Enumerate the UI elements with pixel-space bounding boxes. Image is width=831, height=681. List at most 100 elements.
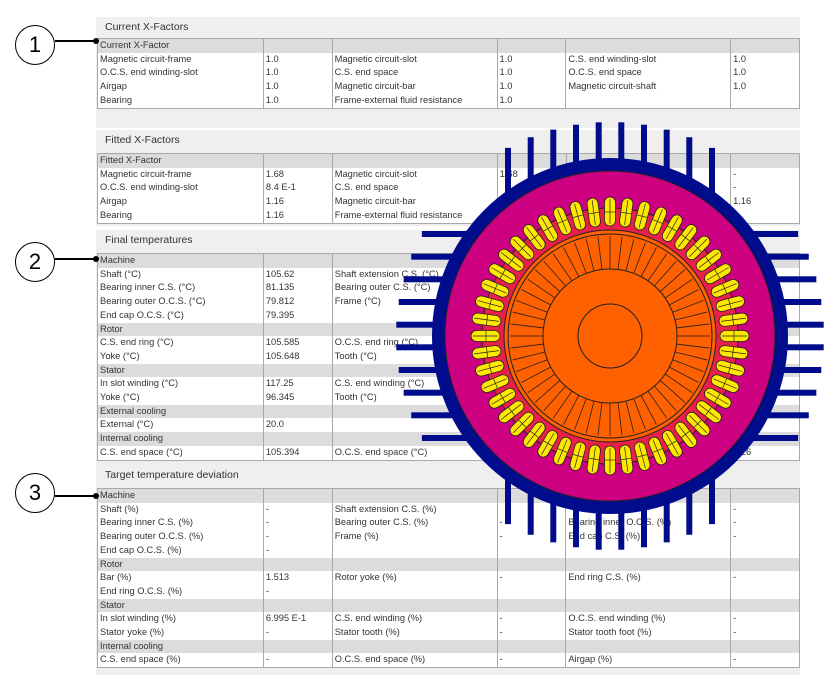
winding-coil [714, 269, 721, 279]
table-group-row: Rotor [97, 557, 800, 572]
cell-label: C.S. end space [331, 181, 498, 196]
cell-label: Yoke (°C) [97, 391, 264, 405]
winding-coil [722, 378, 727, 389]
cell-label: Bearing inner C.S. (%) [97, 516, 264, 531]
stator-slot [674, 224, 698, 251]
stator-slot [537, 430, 559, 458]
cell-label: End ring O.C.S. (%) [97, 584, 264, 599]
cell-value: - [730, 626, 800, 640]
winding-coil [486, 347, 489, 358]
table-row: In slot winding (%) 6.995 E-1 C.S. end win… [97, 612, 800, 627]
rotor-bar [617, 236, 623, 270]
cell-value [496, 598, 566, 613]
winding-coil [518, 244, 527, 253]
cell-label: Bearing outer O.C.S. (%) [97, 530, 264, 544]
winding-coil [705, 256, 712, 265]
cell-label: C.S. end winding (%) [331, 612, 498, 627]
cell-label [331, 557, 498, 572]
cell-value [730, 543, 800, 558]
cell-value: 1.0 [496, 52, 566, 67]
rotor-bar [664, 373, 693, 394]
rotor-bar [659, 269, 686, 292]
table-group-row: Internal cooling [97, 639, 800, 654]
stator-slot [509, 235, 535, 261]
cell-label: Rotor [97, 322, 264, 337]
cell-label: Machine [97, 488, 264, 503]
rotor-bar [654, 385, 677, 412]
cell-label [565, 543, 731, 558]
cell-value [262, 404, 333, 419]
rotor-bar [563, 395, 580, 425]
winding-coil [512, 238, 532, 258]
cell-label [331, 38, 498, 53]
winding-coil [493, 378, 498, 389]
winding-coil [588, 212, 599, 215]
cell-label [331, 598, 498, 613]
cell-value: 1.0 [262, 52, 333, 67]
cell-label: Magnetic circuit-bar [331, 195, 498, 209]
cell-label: Rotor yoke (%) [331, 571, 498, 585]
rotor-bar [640, 395, 657, 425]
rotor-bar [516, 300, 548, 313]
rotor-bar [669, 289, 699, 306]
winding-coil [693, 419, 702, 428]
stator-slot [718, 312, 749, 327]
cell-label: Rotor [97, 557, 264, 572]
cell-label: Bearing inner C.S. (°C) [97, 281, 264, 296]
cell-value: - [496, 530, 566, 544]
rotor-bar [676, 343, 710, 349]
cell-label: Frame-external fluid resistance [331, 208, 498, 224]
stator-slot [470, 330, 501, 342]
cell-label [331, 639, 498, 654]
rotor-bar [543, 260, 566, 287]
table-row: Bearing outer O.C.S. (%) - Frame (%) - End c… [97, 530, 800, 544]
cell-label: Bearing outer C.S. (%) [331, 516, 498, 531]
rotor-bar [534, 380, 561, 403]
cell-value: 1.0 [496, 80, 566, 94]
cell-value: - [730, 612, 800, 627]
rotor-bar [597, 402, 603, 436]
cell-label [565, 93, 731, 109]
callout-anchor [93, 38, 99, 44]
winding-coil [621, 212, 632, 215]
cell-label [565, 598, 731, 613]
cell-value [730, 93, 800, 109]
cell-value: - [262, 516, 333, 531]
stator-slot [648, 436, 667, 466]
cell-value: 1.0 [496, 66, 566, 81]
stator-slot [710, 374, 740, 393]
cell-label: C.S. end space [331, 66, 498, 81]
cell-value: 79.395 [262, 308, 333, 323]
winding-coil [574, 444, 582, 469]
winding-coil [728, 298, 732, 309]
winding-coil [501, 403, 522, 420]
cell-value: - [262, 502, 333, 517]
winding-coil [624, 200, 629, 226]
stator-slot [475, 295, 505, 313]
winding-coil [677, 424, 694, 445]
cell-value [262, 363, 333, 378]
cell-label: O.C.S. end winding-slot [97, 181, 264, 196]
cell-label: O.C.S. end winding-slot [97, 66, 264, 81]
cell-label [331, 584, 498, 599]
winding-coil [688, 414, 708, 434]
rotor-bar [674, 351, 708, 361]
callout-leader [55, 40, 98, 42]
cell-value: - [730, 653, 800, 668]
cell-label: Stator yoke (%) [97, 626, 264, 640]
rotor-bar [647, 390, 668, 419]
winding-coil [499, 269, 506, 279]
winding-coil [698, 403, 719, 420]
callout-anchor [93, 256, 99, 262]
winding-coil [491, 267, 514, 281]
rotor-bar [574, 242, 587, 274]
cell-value: - [496, 571, 566, 585]
rotor [507, 233, 713, 439]
cell-value [730, 557, 800, 572]
cell-value: 1.0 [262, 80, 333, 94]
rotor-bar [585, 238, 595, 272]
cell-value: - [730, 516, 800, 531]
stator-slot [619, 197, 634, 228]
winding-coil [706, 391, 729, 405]
rotor-bar [597, 236, 603, 270]
